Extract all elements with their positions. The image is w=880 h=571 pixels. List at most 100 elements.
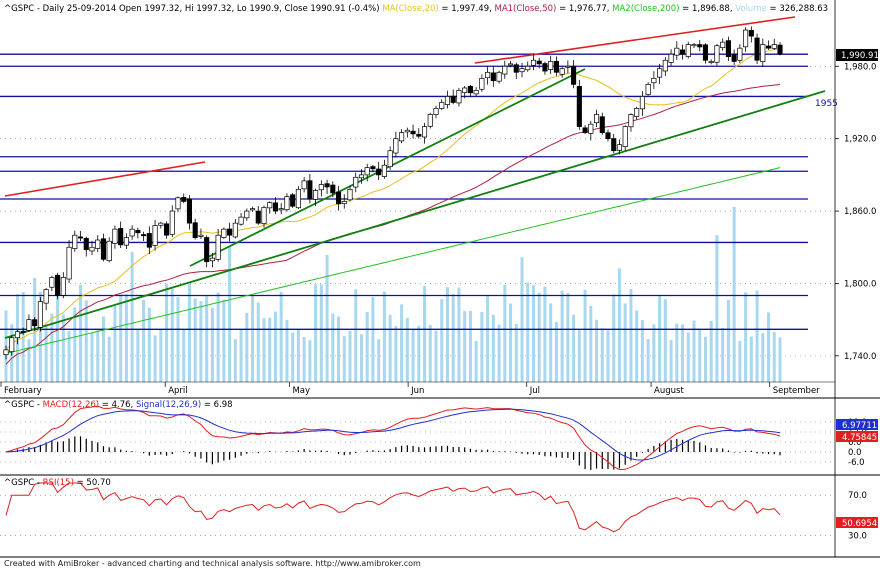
volume-bar xyxy=(646,339,650,382)
volume-bar xyxy=(147,307,151,382)
candle-body xyxy=(427,114,433,127)
volume-bar xyxy=(159,329,163,382)
candle-body xyxy=(502,65,508,75)
volume-bar xyxy=(617,268,621,382)
volume-bar xyxy=(560,290,564,382)
volume-bar xyxy=(56,285,60,382)
volume-bar xyxy=(640,320,644,382)
volume-bar xyxy=(84,300,88,382)
month-label: August xyxy=(654,386,684,396)
candle-body xyxy=(152,225,158,246)
candle-body xyxy=(49,277,55,288)
candle-body xyxy=(244,210,250,219)
candle-body xyxy=(771,44,777,49)
candle-body xyxy=(272,202,279,212)
macd-line xyxy=(5,405,781,471)
volume-bar xyxy=(543,286,547,382)
candle-body xyxy=(135,229,141,234)
candle-body xyxy=(679,49,686,55)
macd-pane: ^GSPC - MACD(12,26) = 4.76, Signal(12,26… xyxy=(0,398,878,475)
candle-body xyxy=(462,87,468,94)
volume-bar xyxy=(216,292,220,382)
volume-bar xyxy=(692,320,696,382)
candle-body xyxy=(301,180,307,190)
resistance-line-1 xyxy=(4,161,206,197)
candle-body xyxy=(565,65,571,68)
candle-body xyxy=(32,319,38,327)
candle-body xyxy=(221,228,227,238)
ma20-line xyxy=(5,48,781,351)
volume-bar xyxy=(107,336,111,382)
candle-body xyxy=(530,59,537,66)
rsi-tick-label: 30.0 xyxy=(848,532,867,542)
header-part-4: = 1,976.77, xyxy=(556,4,612,14)
candle-body xyxy=(725,40,731,57)
candle-body xyxy=(123,237,129,246)
candle-body xyxy=(399,132,405,142)
support-line-2 xyxy=(189,68,586,267)
candle-body xyxy=(163,223,170,236)
candle-body xyxy=(731,54,737,62)
candle-body xyxy=(651,77,657,84)
volume-bar xyxy=(434,330,438,382)
volume-bar xyxy=(371,296,375,382)
volume-bar xyxy=(423,285,427,382)
header-part-7: Volume xyxy=(735,4,767,14)
volume-bar xyxy=(658,295,662,382)
candle-body xyxy=(330,184,336,194)
candle-body xyxy=(204,237,210,263)
volume-bar xyxy=(445,287,449,382)
candle-body xyxy=(714,45,720,63)
volume-bar xyxy=(491,314,495,382)
candle-body xyxy=(760,44,766,62)
candle-body xyxy=(376,168,382,176)
volume-bar xyxy=(411,329,415,382)
candle-body xyxy=(404,129,410,133)
month-label: February xyxy=(4,386,42,396)
header-part-1: RSI(15) xyxy=(43,478,74,488)
candle-body xyxy=(318,184,324,191)
volume-bar xyxy=(377,339,381,382)
last-price-label: 1,990.91 xyxy=(841,51,879,61)
volume-bar xyxy=(526,282,530,382)
header-part-2: = 4.76, xyxy=(99,400,136,410)
candle-body xyxy=(215,234,221,260)
candle-body xyxy=(674,47,680,56)
candle-body xyxy=(634,108,640,117)
header-part-1: MACD(12,26) xyxy=(43,400,99,410)
macd-tick-label: -6.0 xyxy=(848,458,865,468)
rsi-header: ^GSPC - RSI(15) = 50.70 xyxy=(4,478,111,488)
candle-body xyxy=(324,183,330,188)
header-part-4: = 6.98 xyxy=(201,400,232,410)
candle-body xyxy=(628,114,634,128)
candle-body xyxy=(112,228,118,244)
candle-body xyxy=(3,349,9,356)
volume-bar xyxy=(50,313,54,382)
volume-bar xyxy=(245,312,249,382)
candle-body xyxy=(37,301,43,328)
candle-body xyxy=(571,66,577,85)
volume-bar xyxy=(90,332,94,382)
volume-bar xyxy=(612,294,616,382)
header-part-1: MA(Close,20) xyxy=(382,4,438,14)
signal-value-label: 6.97711 xyxy=(842,421,877,431)
volume-bar xyxy=(721,327,725,382)
volume-bar xyxy=(778,337,782,382)
volume-bar xyxy=(124,294,128,382)
volume-bar xyxy=(153,335,157,382)
signal-line xyxy=(5,408,781,461)
volume-bar xyxy=(531,285,535,382)
volume-bar xyxy=(314,284,318,382)
candle-body xyxy=(519,68,525,73)
volume-bar xyxy=(136,328,140,382)
candle-body xyxy=(72,234,78,249)
macd-tick-label: 0.0 xyxy=(848,448,862,458)
candle-body xyxy=(605,132,611,140)
candle-body xyxy=(450,95,456,103)
support-line-1 xyxy=(4,90,826,339)
volume-bar xyxy=(308,340,312,382)
month-label: September xyxy=(773,386,820,396)
volume-bar xyxy=(451,294,455,382)
volume-bar xyxy=(417,325,421,382)
month-label: Jun xyxy=(410,386,424,396)
